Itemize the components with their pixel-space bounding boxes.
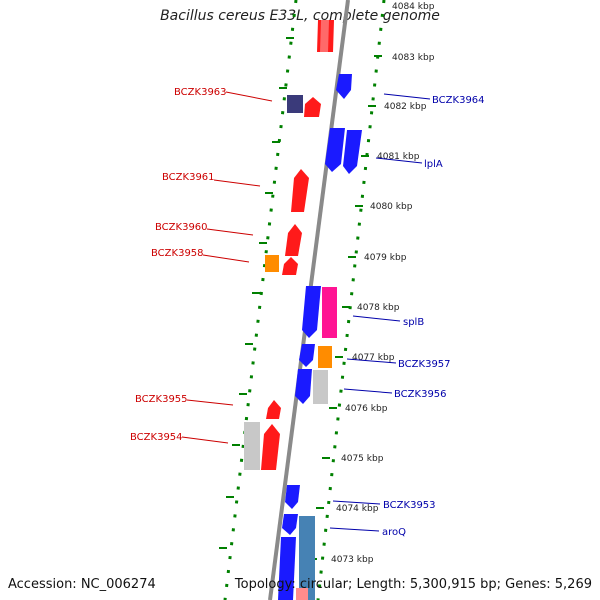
kbp-label: 4076 kbp [345, 404, 388, 414]
gene-label-right[interactable]: BCZK3956 [394, 389, 447, 400]
leader-line [225, 91, 273, 102]
gene-features [244, 20, 362, 600]
kbp-label: 4084 kbp [392, 2, 435, 12]
leader-line [329, 527, 380, 532]
gene-arrow [299, 344, 315, 367]
gene-label-left[interactable]: BCZK3954 [130, 432, 183, 443]
leader-line [186, 399, 234, 406]
leader-line [383, 93, 431, 100]
gene-label-left[interactable]: BCZK3961 [162, 172, 215, 183]
gene-arrow [317, 20, 334, 52]
gene-label-right[interactable]: BCZK3964 [432, 95, 485, 106]
leader-line [213, 179, 261, 187]
gene-arrow [285, 224, 302, 256]
gene-block [299, 516, 315, 600]
kbp-label: 4083 kbp [392, 53, 435, 63]
gene-block [318, 346, 332, 368]
leader-line [343, 388, 393, 394]
gene-label-left[interactable]: BCZK3955 [135, 394, 188, 405]
gene-block [244, 422, 260, 470]
gene-label-left[interactable]: BCZK3960 [155, 222, 208, 233]
left-ruler [223, 0, 298, 600]
gene-arrow [325, 128, 345, 172]
gene-block [313, 370, 328, 404]
kbp-label: 4077 kbp [352, 353, 395, 363]
kbp-label: 4074 kbp [336, 504, 379, 514]
gene-arrow [278, 537, 296, 600]
gene-arrow [304, 97, 321, 117]
gene-arrow [282, 257, 298, 275]
leader-line [346, 358, 397, 364]
kbp-label: 4081 kbp [377, 152, 420, 162]
gene-arrow [336, 74, 352, 99]
kbp-label: 4073 kbp [331, 555, 374, 565]
kbp-label: 4082 kbp [384, 102, 427, 112]
gene-block [296, 588, 308, 600]
gene-block [287, 95, 303, 113]
gene-block [322, 287, 337, 338]
gene-label-right[interactable]: BCZK3953 [383, 500, 436, 511]
gene-arrow [295, 369, 312, 404]
kbp-label: 4075 kbp [341, 454, 384, 464]
gene-arrow [282, 514, 298, 535]
gene-arrow [302, 286, 321, 338]
leader-line [202, 254, 250, 263]
accession-label: Accession: NC_006274 [8, 577, 156, 592]
gene-label-right[interactable]: splB [403, 317, 424, 328]
leader-line [375, 157, 423, 164]
gene-label-right[interactable]: BCZK3957 [398, 359, 451, 370]
ruler-ticks [219, 37, 382, 560]
gene-arrow [266, 400, 281, 419]
kbp-label: 4080 kbp [370, 202, 413, 212]
leader-line [181, 436, 229, 444]
leader-line [206, 228, 254, 236]
gene-arrow [285, 485, 300, 509]
kbp-label: 4079 kbp [364, 253, 407, 263]
gene-label-right[interactable]: lplA [424, 159, 443, 170]
kbp-label: 4078 kbp [357, 303, 400, 313]
gene-block [265, 255, 279, 272]
gene-arrow [343, 130, 362, 174]
right-ruler [316, 0, 386, 600]
gene-label-left[interactable]: BCZK3958 [151, 248, 204, 259]
topology-label: Topology: circular; Length: 5,300,915 bp… [234, 577, 592, 592]
leader-line [352, 315, 401, 322]
genome-title: Bacillus cereus E33L, complete genome [160, 8, 440, 24]
gene-label-right[interactable]: aroQ [382, 527, 406, 538]
gene-label-left[interactable]: BCZK3963 [174, 87, 227, 98]
leader-line [332, 500, 381, 505]
gene-arrow [261, 424, 280, 470]
gene-arrow [291, 169, 309, 212]
